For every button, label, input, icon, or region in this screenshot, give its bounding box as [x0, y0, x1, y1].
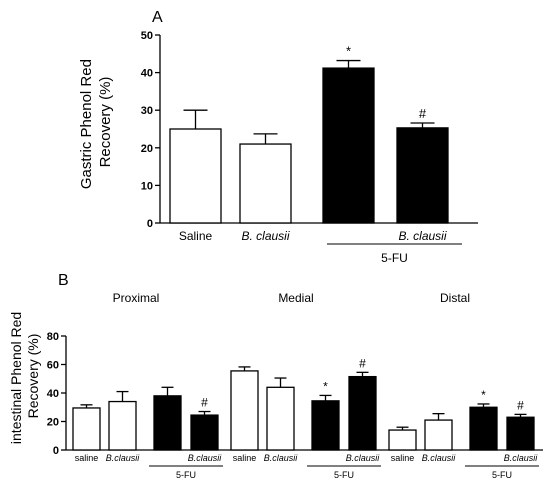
panel-b-y-tick-label-1: 20 — [47, 417, 59, 429]
panel-a-bar-3 — [396, 127, 449, 224]
panel-a-y-tick-label-0: 0 — [147, 218, 153, 230]
panel-a-significance-2: * — [346, 44, 351, 59]
panel-a-y-axis-label-line2: Recovery (%) — [97, 77, 114, 168]
panel-b-segment-0-category-label-3: B.clausii — [188, 453, 223, 463]
panel-b-segment-1-bar-0 — [230, 370, 259, 451]
panel-b-segment-2-significance-2: * — [481, 388, 486, 402]
panel-b: B intestinal Phenol Red Recovery (%) Pro… — [8, 272, 543, 480]
panel-b-y-axis-label-line1: intestinal Phenol Red — [8, 312, 24, 444]
segment-label-distal: Distal — [440, 291, 470, 305]
segment-label-proximal: Proximal — [113, 291, 160, 305]
panel-b-segment-0-category-label-1: B.clausii — [106, 453, 141, 463]
panel-b-segment-0-group-label: 5-FU — [176, 470, 196, 480]
panel-b-segment-0-bar-3 — [190, 414, 219, 451]
panel-b-segment-2-group-label: 5-FU — [492, 470, 512, 480]
panel-a-y-tick-label-3: 30 — [141, 105, 153, 117]
panel-a: A Gastric Phenol Red Recovery (%) 0 10 20 3… — [78, 9, 478, 265]
panel-b-y-tick-label-3: 60 — [47, 360, 59, 372]
panel-b-segment-2-category-label-0: saline — [391, 453, 415, 463]
panel-a-bar-2 — [322, 67, 375, 224]
panel-a-y-tick-label-5: 50 — [141, 30, 153, 42]
panel-a-y-tick-label-1: 10 — [141, 180, 153, 192]
panel-a-y-tick-label-4: 40 — [141, 68, 153, 80]
panel-b-segment-2-bar-3 — [506, 416, 535, 451]
panel-a-significance-3: # — [419, 106, 427, 121]
panel-b-segment-0-bar-2 — [153, 395, 182, 451]
panel-a-group-label: 5-FU — [381, 251, 408, 265]
panel-b-segment-1-bar-3 — [348, 375, 377, 451]
panel-b-y-tick-label-2: 40 — [47, 388, 59, 400]
panel-b-y-tick-label-0: 0 — [53, 445, 59, 457]
panel-b-segment-2-bar-0 — [388, 429, 417, 451]
panel-b-segment-1-category-label-1: B.clausii — [264, 453, 299, 463]
panel-a-y-tick-label-2: 20 — [141, 143, 153, 155]
panel-b-segment-1-category-label-0: saline — [233, 453, 257, 463]
panel-b-segment-1-group-label: 5-FU — [334, 470, 354, 480]
panel-a-category-label-0: Saline — [179, 229, 213, 243]
panel-b-segment-0-significance-3: # — [201, 396, 208, 410]
panel-b-segment-1-bar-1 — [266, 386, 295, 451]
panel-a-y-axis-label: Gastric Phenol Red Recovery (%) — [78, 55, 114, 189]
panel-a-category-label-3: B. clausii — [398, 229, 446, 243]
panel-b-segment-1-category-label-3: B.clausii — [346, 453, 381, 463]
panel-b-y-tick-label-4: 80 — [47, 331, 59, 343]
panel-b-segment-0-category-label-0: saline — [75, 453, 99, 463]
panel-b-y-axis-label: intestinal Phenol Red Recovery (%) — [8, 308, 41, 444]
panel-b-segment-1-significance-3: # — [359, 356, 366, 370]
panel-b-segment-1-significance-2: * — [323, 379, 328, 393]
panel-b-segment-2-category-label-1: B.clausii — [422, 453, 457, 463]
panel-a-bar-1 — [239, 143, 292, 224]
panel-a-bar-0 — [169, 128, 222, 224]
segment-label-medial: Medial — [278, 291, 313, 305]
panel-b-segment-2-bar-1 — [424, 419, 453, 451]
panel-b-segment-2-category-label-3: B.clausii — [504, 453, 539, 463]
panel-a-label: A — [152, 9, 163, 26]
panel-a-y-axis-label-line1: Gastric Phenol Red — [78, 59, 95, 189]
panel-b-y-axis-label-line2: Recovery (%) — [25, 334, 41, 419]
panel-b-segment-2-bar-2 — [469, 406, 498, 451]
panel-b-segment-1-bar-2 — [311, 400, 340, 451]
panel-b-segment-0-bar-1 — [108, 400, 137, 451]
panel-a-category-label-1: B. clausii — [241, 229, 289, 243]
panel-b-segment-2-significance-3: # — [517, 398, 524, 412]
panel-b-label: B — [58, 272, 69, 289]
panel-b-segment-0-bar-0 — [72, 407, 101, 451]
